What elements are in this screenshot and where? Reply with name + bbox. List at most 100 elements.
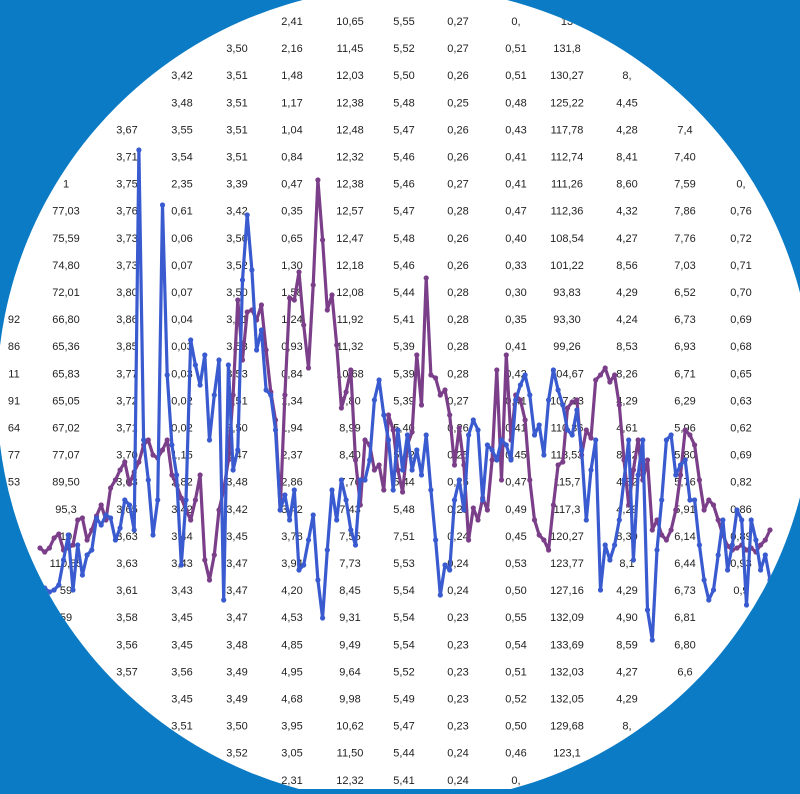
table-cell: 3,50 xyxy=(226,721,247,733)
table-cell: 4,90 xyxy=(616,612,637,624)
table-cell: 0,28 xyxy=(447,314,468,326)
table-cell: 0,24 xyxy=(447,558,468,570)
series-2-point xyxy=(112,537,118,543)
series-1-point xyxy=(560,459,566,465)
series-1-point xyxy=(145,437,151,443)
table-cell: 1,48 xyxy=(281,70,302,82)
table-cell: 3,48 xyxy=(226,639,247,651)
table-cell: 7,43 xyxy=(339,504,360,516)
series-1-point xyxy=(178,495,184,501)
series-1-point xyxy=(362,437,368,443)
table-cell: 3,45 xyxy=(171,694,192,706)
table-cell: 0,03 xyxy=(171,341,192,353)
series-2-point xyxy=(729,542,735,548)
table-cell: 4,24 xyxy=(616,314,637,326)
series-1-point xyxy=(334,342,340,348)
series-1-point xyxy=(197,472,203,478)
table-cell: 3,45 xyxy=(226,531,247,543)
table-cell: 12,47 xyxy=(336,233,364,245)
table-cell: 0,69 xyxy=(730,450,751,462)
table-cell: 4,28 xyxy=(616,124,637,136)
series-1-point xyxy=(767,527,773,533)
table-cell: 0,84 xyxy=(281,152,302,164)
table-cell: 0,27 xyxy=(447,16,468,28)
table-cell: 65,83 xyxy=(52,368,80,380)
series-2-point xyxy=(456,477,462,483)
table-cell: 108,54 xyxy=(550,233,584,245)
series-1-point xyxy=(211,552,217,558)
table-cell: 3,56 xyxy=(171,666,192,678)
series-2-point xyxy=(60,557,67,563)
table-cell: 3,80 xyxy=(116,287,137,299)
table-cell: 1,34 xyxy=(281,395,302,407)
series-2-point xyxy=(673,472,679,478)
table-cell: 0,24 xyxy=(447,585,468,597)
series-2-point xyxy=(352,542,359,548)
table-cell: 0,76 xyxy=(730,206,751,218)
series-1-point xyxy=(527,477,533,483)
series-2-point xyxy=(602,542,608,548)
table-cell: 12,57 xyxy=(336,206,364,218)
series-2-point xyxy=(235,447,241,453)
table-cell: 0,93 xyxy=(281,341,302,353)
series-2-point xyxy=(216,357,222,363)
table-cell: 3,76 xyxy=(116,206,137,218)
series-2-point xyxy=(258,327,264,333)
series-2-point xyxy=(659,497,665,503)
table-cell: 3,51 xyxy=(226,152,247,164)
series-2-point xyxy=(654,547,660,553)
series-2-point xyxy=(555,387,561,393)
series-1-point xyxy=(136,459,142,465)
series-1-point xyxy=(588,435,594,441)
series-2-point xyxy=(743,602,750,608)
table-cell: 5,39 xyxy=(393,368,414,380)
series-1-point xyxy=(612,372,618,378)
series-1-point xyxy=(395,467,401,473)
series-1-point xyxy=(423,275,429,281)
series-1-point xyxy=(206,577,213,583)
series-1-point xyxy=(376,462,382,468)
table-cell: 7,51 xyxy=(393,531,414,543)
table-cell: 10,65 xyxy=(336,16,364,28)
table-cell: 9,98 xyxy=(339,694,360,706)
table-cell: 0,23 xyxy=(447,721,468,733)
table-cell: 12,32 xyxy=(336,775,364,787)
series-1-point xyxy=(743,547,750,553)
table-cell: 7,40 xyxy=(674,152,695,164)
series-2-point xyxy=(381,412,387,418)
series-2-point xyxy=(206,437,213,443)
series-2-point xyxy=(489,447,495,453)
series-1-point xyxy=(216,507,222,513)
series-2-point xyxy=(291,487,297,493)
series-2-point xyxy=(65,532,71,538)
table-cell: 4,29 xyxy=(616,287,637,299)
series-2-point xyxy=(268,392,274,398)
series-lines xyxy=(37,147,773,643)
series-1-point xyxy=(475,517,481,523)
table-cell: 0,28 xyxy=(447,368,468,380)
table-cell: 4,53 xyxy=(281,612,302,624)
data-table: 2,41 10,65 5,55 0,27 0, 133,50 2,16 11,45 5,52 0,… xyxy=(8,16,752,787)
table-cell: 2,16 xyxy=(281,43,302,55)
table-cell: 0,26 xyxy=(447,152,468,164)
series-1-point xyxy=(442,387,448,393)
table-cell: 6,14 xyxy=(674,531,695,543)
series-1-point xyxy=(762,537,768,543)
series-1-point xyxy=(98,502,104,508)
table-cell: 3,63 xyxy=(116,558,137,570)
table-cell: 115,7 xyxy=(554,477,581,489)
series-1-point xyxy=(692,442,698,448)
series-2-point xyxy=(357,477,363,483)
table-cell: 0,27 xyxy=(447,43,468,55)
series-2-point xyxy=(475,427,481,433)
table-cell: 132,03 xyxy=(550,666,584,678)
series-1-point xyxy=(122,459,128,465)
table-cell: 0,40 xyxy=(505,233,526,245)
table-cell: 5,48 xyxy=(393,233,414,245)
series-2-point xyxy=(136,147,142,153)
table-cell: 5,54 xyxy=(393,612,414,624)
series-2-point xyxy=(244,212,250,218)
series-1-point xyxy=(414,352,420,358)
table-cell: 8,26 xyxy=(616,368,637,380)
table-cell: 0,47 xyxy=(281,179,302,191)
